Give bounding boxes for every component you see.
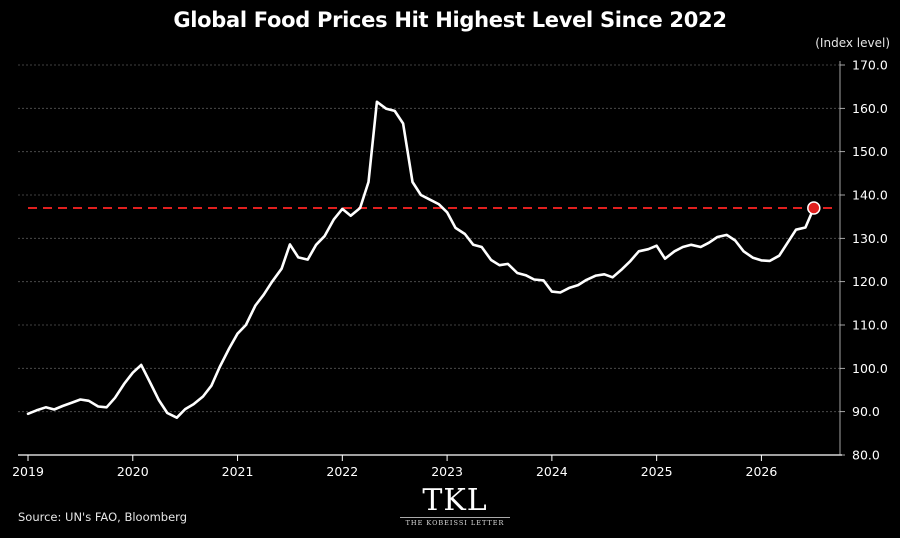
latest-point-marker	[807, 201, 821, 215]
series-group	[26, 100, 816, 420]
logo-mark: TKL	[422, 483, 488, 518]
x-tick-label: 2021	[222, 464, 254, 479]
chart-title: Global Food Prices Hit Highest Level Sin…	[173, 8, 727, 32]
y-tick-label: 160.0	[852, 101, 888, 116]
x-tick-label: 2025	[641, 464, 673, 479]
y-tick-label: 120.0	[852, 274, 888, 289]
y-tick-label: 130.0	[852, 231, 888, 246]
brand-logo: TKL THE KOBEISSI LETTER	[400, 486, 510, 527]
y-tick-label: 110.0	[852, 318, 888, 333]
highlight-group	[807, 201, 821, 215]
y-tick-label: 100.0	[852, 361, 888, 376]
series-line	[26, 100, 816, 420]
source-note: Source: UN's FAO, Bloomberg	[18, 510, 188, 524]
x-tick-label: 2019	[12, 464, 44, 479]
x-tick-label: 2020	[117, 464, 149, 479]
logo-subtitle: THE KOBEISSI LETTER	[400, 517, 510, 527]
y-tick-label: 90.0	[852, 404, 880, 419]
y-axis: 80.0 90.0 100.0 110.0 120.0 130.0 140.0 150.0 16…	[840, 58, 888, 463]
y-tick-label: 170.0	[852, 58, 888, 73]
y-tick-label: 140.0	[852, 188, 888, 203]
x-tick-label: 2026	[746, 464, 778, 479]
x-tick-label: 2024	[536, 464, 568, 479]
y-unit-label: (Index level)	[815, 36, 890, 50]
y-tick-label: 80.0	[852, 448, 880, 463]
y-tick-label: 150.0	[852, 144, 888, 159]
grid-lines	[18, 64, 840, 413]
x-tick-label: 2022	[326, 464, 358, 479]
x-tick-label: 2023	[431, 464, 463, 479]
x-axis: 2019 2020 2021 2022 2023 2024 2025 2026	[12, 61, 842, 479]
